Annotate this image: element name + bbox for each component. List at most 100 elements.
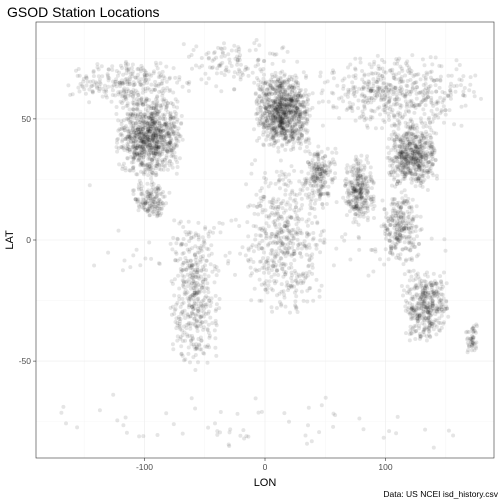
station-point	[333, 171, 338, 176]
station-point	[399, 160, 404, 165]
station-point	[194, 345, 199, 350]
station-point	[138, 162, 143, 167]
station-point	[293, 197, 298, 202]
station-point	[135, 102, 140, 107]
station-point	[473, 73, 478, 78]
station-point	[311, 236, 316, 241]
station-point	[276, 214, 281, 219]
station-point	[199, 303, 204, 308]
station-point	[132, 150, 137, 155]
station-point	[124, 91, 129, 96]
station-point	[162, 128, 166, 133]
station-point	[294, 110, 299, 115]
station-point	[289, 77, 294, 82]
station-point	[452, 122, 457, 127]
station-point	[149, 209, 154, 214]
station-point	[164, 161, 169, 166]
station-point	[149, 82, 154, 87]
station-point	[142, 131, 147, 136]
station-point	[292, 130, 297, 135]
station-point	[393, 86, 398, 91]
station-point	[457, 77, 462, 82]
station-point	[104, 95, 109, 100]
station-point	[443, 108, 448, 113]
station-point	[142, 134, 147, 139]
station-point	[90, 89, 95, 94]
station-point	[75, 73, 80, 78]
station-point	[149, 158, 154, 163]
station-point	[167, 146, 172, 151]
station-point	[127, 129, 132, 134]
station-point	[402, 240, 407, 245]
station-point	[289, 98, 294, 103]
station-point	[401, 114, 405, 119]
station-point	[151, 150, 156, 155]
station-point	[133, 136, 137, 141]
station-point	[397, 218, 402, 223]
station-point	[406, 162, 411, 167]
station-point	[124, 59, 128, 64]
station-point	[142, 112, 147, 117]
station-point	[287, 84, 292, 89]
station-point	[154, 205, 158, 209]
station-point	[137, 130, 142, 135]
station-point	[170, 153, 175, 157]
station-point	[136, 127, 141, 132]
station-point	[117, 127, 122, 132]
station-point	[268, 137, 273, 142]
station-point	[168, 126, 173, 131]
station-point	[177, 319, 182, 324]
station-point	[146, 120, 151, 125]
station-point	[132, 135, 137, 140]
station-point	[148, 145, 153, 150]
station-point	[153, 97, 158, 102]
station-point	[214, 353, 219, 358]
station-point	[197, 314, 202, 319]
station-point	[186, 299, 191, 304]
station-point	[277, 123, 282, 128]
station-point	[159, 167, 163, 172]
station-point	[150, 171, 155, 175]
station-point	[167, 141, 172, 146]
station-point	[154, 105, 159, 110]
station-point	[405, 143, 410, 148]
station-point	[150, 199, 155, 204]
station-point	[156, 132, 161, 137]
station-point	[163, 120, 168, 125]
station-point	[125, 62, 130, 67]
station-point	[299, 169, 304, 174]
station-point	[155, 201, 160, 206]
station-point	[266, 270, 271, 275]
station-point	[104, 93, 108, 98]
station-point	[195, 267, 200, 272]
station-point	[361, 98, 366, 103]
station-point	[120, 94, 125, 99]
station-point	[178, 256, 183, 261]
station-point	[299, 126, 303, 131]
station-point	[246, 204, 251, 209]
station-point	[276, 145, 281, 150]
station-point	[204, 268, 209, 273]
station-point	[132, 144, 136, 149]
station-point	[162, 139, 167, 144]
station-point	[263, 171, 268, 175]
station-point	[146, 207, 151, 212]
station-point	[354, 158, 359, 163]
station-point	[193, 283, 198, 288]
station-point	[118, 132, 123, 137]
station-point	[156, 128, 161, 133]
station-point	[323, 154, 327, 159]
station-point	[154, 133, 159, 138]
station-point	[296, 136, 301, 141]
station-point	[148, 124, 153, 129]
station-point	[133, 152, 137, 157]
station-point	[147, 143, 152, 148]
station-point	[147, 122, 152, 127]
station-point	[147, 98, 152, 102]
station-point	[277, 123, 282, 128]
station-point	[297, 179, 302, 184]
station-point	[259, 117, 264, 122]
station-point	[183, 316, 188, 320]
station-point	[130, 188, 135, 193]
station-point	[126, 129, 131, 134]
